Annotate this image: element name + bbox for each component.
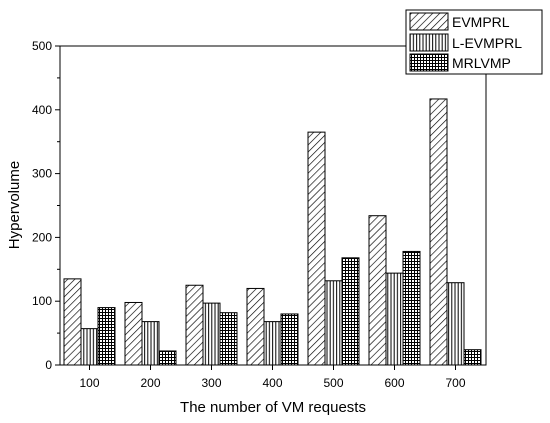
legend-swatch-mrlvmp (409, 53, 449, 72)
x-axis-ticks: 100 200 300 400 500 600 700 (79, 365, 466, 390)
bar-l-evmprl-200 (141, 321, 160, 366)
y-tick-label: 400 (32, 103, 52, 117)
bar-evmprl-100 (63, 278, 82, 366)
bar-mrlvmp-400 (280, 313, 299, 366)
legend-swatch-evmprl (409, 12, 449, 31)
bar-l-evmprl-400 (263, 321, 282, 366)
bar-mrlvmp-300 (219, 312, 238, 366)
y-tick-label: 300 (32, 167, 52, 181)
bar-l-evmprl-300 (202, 302, 221, 366)
bar-l-evmprl-500 (324, 280, 343, 366)
bar-mrlvmp-100 (97, 307, 116, 366)
x-tick-label: 600 (384, 376, 404, 390)
x-tick-label: 700 (445, 376, 465, 390)
y-tick-label: 100 (32, 294, 52, 308)
x-tick-label: 200 (140, 376, 160, 390)
bar-evmprl-300 (185, 284, 204, 366)
bar-mrlvmp-600 (402, 250, 421, 366)
bar-mrlvmp-500 (341, 257, 360, 366)
y-axis-ticks: 0 100 200 300 400 500 (32, 39, 60, 372)
bar-evmprl-500 (307, 131, 326, 366)
bar-l-evmprl-100 (80, 328, 99, 366)
bar-mrlvmp-200 (158, 350, 177, 366)
bar-l-evmprl-700 (446, 282, 465, 366)
y-axis-label: Hypervolume (6, 161, 23, 249)
legend-label-evmprl: EVMPRL (452, 14, 510, 30)
y-tick-label: 200 (32, 230, 52, 244)
x-axis-label: The number of VM requests (180, 399, 366, 416)
legend: EVMPRL L-EVMPRL MRLVMP (405, 9, 543, 75)
plot-frame (59, 45, 487, 366)
bars-group (63, 98, 482, 366)
bar-mrlvmp-700 (463, 349, 482, 366)
legend-swatch-l-evmprl (409, 33, 449, 52)
legend-label-mrlvmp: MRLVMP (452, 55, 511, 71)
bar-evmprl-600 (368, 215, 387, 366)
x-tick-label: 300 (201, 376, 221, 390)
x-tick-label: 400 (262, 376, 282, 390)
y-tick-label: 0 (45, 358, 52, 372)
y-tick-label: 500 (32, 39, 52, 53)
x-tick-label: 500 (323, 376, 343, 390)
bar-l-evmprl-600 (385, 272, 404, 366)
bar-evmprl-700 (429, 98, 448, 366)
x-tick-label: 100 (79, 376, 99, 390)
bar-evmprl-200 (124, 301, 143, 366)
bar-evmprl-400 (246, 287, 265, 366)
legend-label-l-evmprl: L-EVMPRL (452, 35, 522, 51)
